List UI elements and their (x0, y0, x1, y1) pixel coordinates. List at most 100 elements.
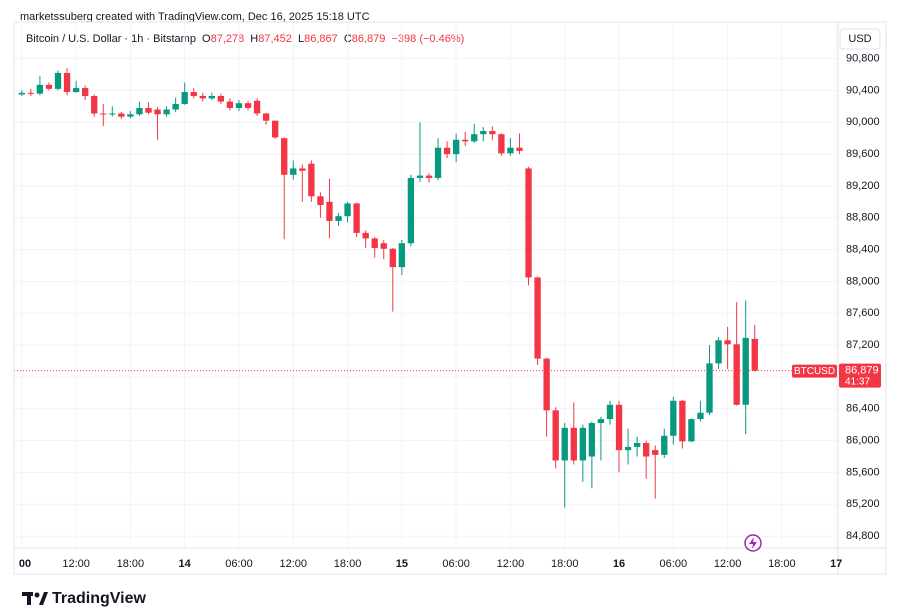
candle-body (489, 131, 496, 135)
ohlc-value: 86,879 (352, 33, 386, 45)
currency[interactable]: USD (848, 33, 871, 45)
candle-body (100, 113, 107, 115)
x-tick-label: 06:00 (442, 558, 470, 570)
candle-body (462, 139, 469, 142)
logo-text: TradingView (52, 590, 147, 607)
y-tick-label: 87,600 (846, 307, 880, 319)
candle-body (525, 168, 532, 278)
candle-body (452, 139, 460, 155)
ohlc-label: L (298, 33, 304, 45)
x-tick-label: 18:00 (551, 558, 579, 570)
frame (13, 21, 887, 575)
symbol-tag (792, 364, 837, 378)
candle-body (290, 168, 297, 175)
candle-body (679, 400, 686, 442)
candle-body (145, 107, 152, 113)
candle-body (371, 238, 378, 248)
candle-body (516, 147, 523, 151)
candle-body (742, 337, 749, 405)
candle-body (471, 134, 478, 142)
candle-body (199, 96, 206, 99)
candle-body (308, 163, 315, 197)
candle-body (281, 138, 288, 175)
y-tick-label: 90,800 (846, 53, 880, 65)
candle-body (63, 72, 71, 93)
ohlc-label: O (202, 33, 211, 45)
candle-body (299, 168, 306, 171)
candle-body (724, 340, 731, 345)
candle-body (670, 400, 677, 436)
candle-body (643, 442, 650, 457)
candle-body (425, 175, 433, 178)
candle-body (154, 109, 161, 115)
replay-icon (744, 534, 762, 552)
candle-body (190, 92, 197, 97)
candle-body (217, 96, 225, 102)
candle-body (561, 427, 568, 461)
y-tick-label: 90,000 (846, 116, 880, 128)
candle-body (326, 201, 333, 221)
candle-body (570, 427, 577, 461)
x-tick-label: 18:00 (334, 558, 362, 570)
candle-body (389, 248, 396, 268)
x-tick-label: 16 (613, 558, 625, 570)
candle-body (353, 203, 360, 233)
candle-body (706, 363, 713, 413)
ohlc-label: H (250, 33, 258, 45)
y-tick-label: 89,200 (846, 180, 880, 192)
candle-body (661, 435, 668, 455)
y-tick-label: 89,600 (846, 148, 880, 160)
candle-body (606, 404, 614, 420)
x-tick-label: 00 (19, 558, 31, 570)
y-tick-label: 88,800 (846, 212, 880, 224)
x-tick-label: 18:00 (768, 558, 796, 570)
candle-body (579, 427, 586, 461)
price-tag (839, 363, 881, 388)
candle-body (697, 412, 704, 420)
candle-body (317, 196, 324, 206)
y-tick-label: 86,000 (846, 434, 880, 446)
candle-body (244, 103, 252, 108)
candle-body (226, 101, 234, 108)
candle-body (416, 175, 424, 178)
candle-body (715, 340, 722, 364)
currency-button[interactable] (839, 28, 881, 50)
candle-body (253, 100, 261, 114)
candle-body (127, 114, 134, 117)
symbol-tag-text: BTCUSD (794, 366, 835, 377)
candle-body (543, 358, 550, 411)
y-tick-label: 85,200 (846, 498, 880, 510)
candle-body (181, 92, 188, 104)
candle-body (751, 338, 758, 371)
candle-body (344, 203, 351, 217)
y-tick-label: 90,400 (846, 84, 880, 96)
x-tick-label: 15 (396, 558, 408, 570)
candle-body (633, 442, 641, 447)
x-tick-label: 12:00 (280, 558, 308, 570)
y-tick-label: 85,600 (846, 466, 880, 478)
countdown: 41:37 (845, 376, 870, 387)
candle-body (380, 243, 387, 249)
candle-body (362, 232, 369, 239)
x-tick-label: 17 (830, 558, 842, 570)
candle-body (443, 147, 451, 155)
y-tick-label: 86,400 (846, 403, 880, 415)
candle-body (262, 113, 270, 121)
candle-body (733, 344, 740, 405)
candle-body (163, 109, 170, 115)
candle-body (552, 410, 559, 461)
candle-body (434, 147, 442, 178)
candle-body (624, 446, 632, 451)
ohlc-value: 87,452 (258, 33, 292, 45)
ohlc-value: 86,867 (304, 33, 338, 45)
candle-body (597, 419, 605, 424)
candle-body (507, 147, 514, 154)
x-tick-label: 18:00 (117, 558, 145, 570)
candle-body (172, 103, 179, 110)
candle-body (27, 92, 35, 94)
candle-body (18, 92, 25, 95)
candle-body (335, 216, 342, 221)
ohlc-value: 87,278 (211, 33, 245, 45)
legend: Bitcoin / U.S. Dollar · 1h · Bitstamp O8… (26, 33, 464, 45)
